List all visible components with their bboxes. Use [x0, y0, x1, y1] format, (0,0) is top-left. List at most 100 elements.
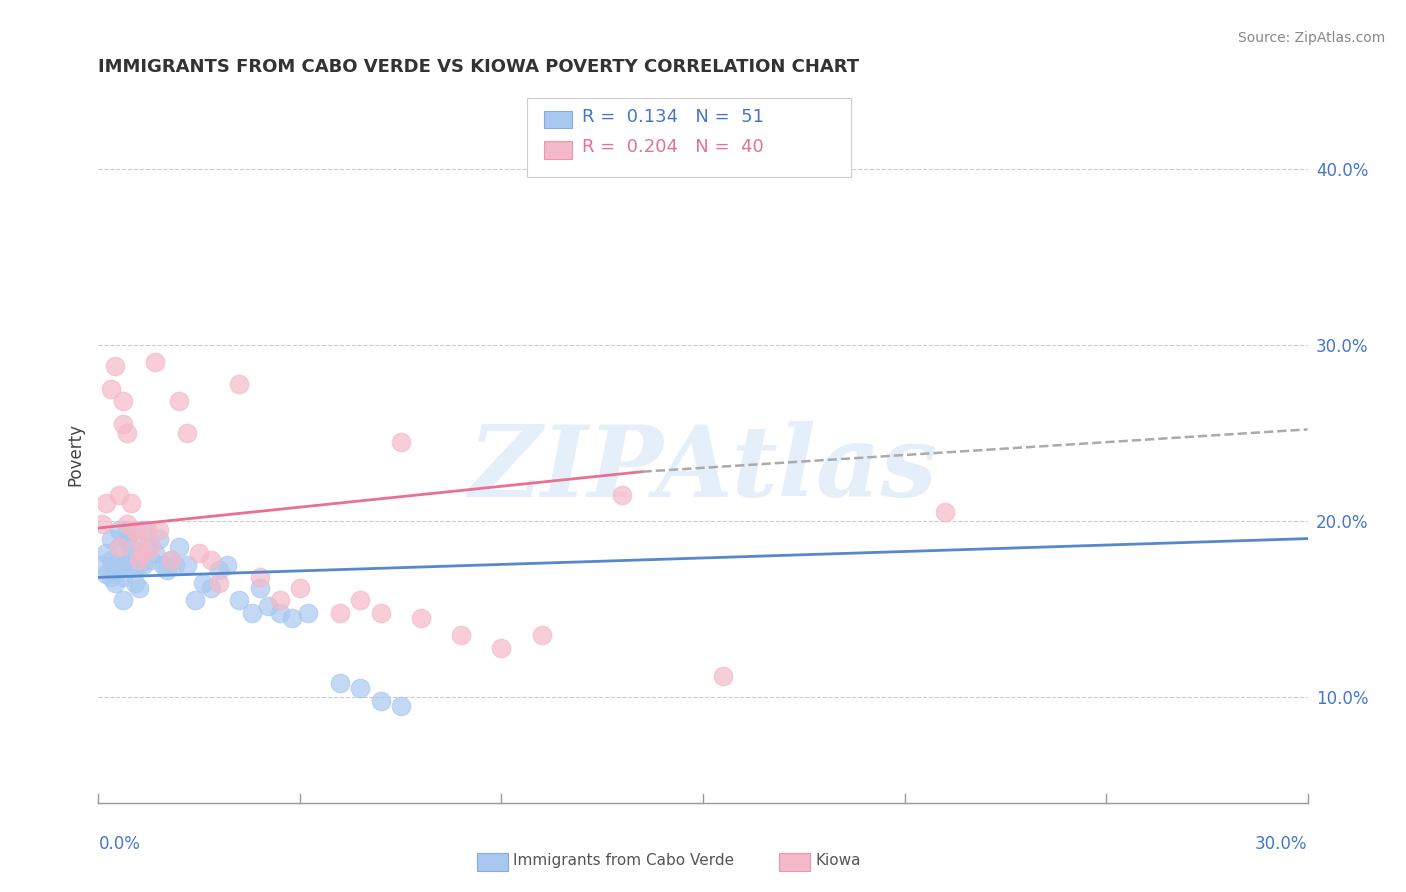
Point [193, 575, 215, 590]
Point [389, 698, 412, 713]
Point [100, 552, 122, 566]
Text: 0.0%: 0.0% [98, 835, 141, 853]
Point [152, 558, 174, 572]
Point [167, 394, 190, 409]
Point [530, 628, 553, 642]
Point [100, 532, 122, 546]
Point [208, 575, 231, 590]
Text: Kiowa: Kiowa [815, 854, 860, 868]
Point [107, 523, 129, 537]
Text: Source: ZipAtlas.com: Source: ZipAtlas.com [1237, 31, 1385, 45]
Point [128, 558, 150, 572]
Point [115, 425, 138, 440]
Point [711, 669, 734, 683]
Point [128, 581, 150, 595]
Point [200, 552, 222, 566]
Point [240, 606, 263, 620]
Point [297, 606, 319, 620]
Point [128, 535, 150, 549]
Point [163, 558, 186, 572]
Point [135, 541, 157, 555]
Point [176, 558, 198, 572]
Text: Immigrants from Cabo Verde: Immigrants from Cabo Verde [513, 854, 734, 868]
Point [124, 523, 146, 537]
Point [228, 376, 250, 391]
Point [124, 575, 146, 590]
Point [107, 541, 129, 555]
Point [128, 552, 150, 566]
Point [160, 552, 183, 566]
Point [612, 487, 634, 501]
Point [184, 593, 207, 607]
Point [103, 575, 125, 590]
Point [143, 546, 166, 560]
Point [281, 611, 304, 625]
Point [349, 593, 371, 607]
Point [256, 599, 278, 613]
Point [329, 606, 352, 620]
Point [156, 563, 179, 577]
Point [148, 532, 170, 546]
Point [132, 546, 155, 560]
Y-axis label: Poverty: Poverty [66, 424, 84, 486]
Point [111, 570, 134, 584]
Point [115, 532, 138, 546]
Point [370, 606, 392, 620]
Point [349, 681, 371, 696]
Point [208, 563, 231, 577]
Point [450, 628, 472, 642]
Point [91, 558, 114, 572]
Point [269, 593, 291, 607]
Point [120, 541, 142, 555]
Point [100, 570, 122, 584]
Point [139, 541, 162, 555]
Point [167, 541, 190, 555]
Point [188, 546, 211, 560]
Point [107, 541, 129, 555]
Text: R =  0.134   N =  51: R = 0.134 N = 51 [582, 108, 763, 126]
Text: 30.0%: 30.0% [1256, 835, 1308, 853]
Point [934, 505, 956, 519]
Point [148, 523, 170, 537]
Point [200, 581, 222, 595]
Point [111, 417, 134, 431]
Point [96, 546, 118, 560]
Point [115, 558, 138, 572]
Text: IMMIGRANTS FROM CABO VERDE VS KIOWA POVERTY CORRELATION CHART: IMMIGRANTS FROM CABO VERDE VS KIOWA POVE… [98, 58, 859, 76]
Point [115, 517, 138, 532]
Point [132, 558, 155, 572]
Point [491, 640, 513, 655]
Point [124, 558, 146, 572]
Point [288, 581, 311, 595]
Point [103, 558, 125, 572]
Point [120, 496, 142, 510]
Point [249, 570, 271, 584]
Point [103, 359, 125, 373]
Point [249, 581, 271, 595]
Point [107, 487, 129, 501]
Point [139, 552, 162, 566]
Point [370, 693, 392, 707]
Point [389, 434, 412, 449]
Point [115, 523, 138, 537]
Point [100, 382, 122, 396]
Point [103, 563, 125, 577]
Point [143, 355, 166, 369]
Point [132, 523, 155, 537]
Point [160, 552, 183, 566]
Text: ZIPAtlas: ZIPAtlas [468, 421, 938, 517]
Point [176, 425, 198, 440]
Point [269, 606, 291, 620]
Point [96, 566, 118, 581]
Text: R =  0.204   N =  40: R = 0.204 N = 40 [582, 138, 763, 156]
Point [111, 558, 134, 572]
Point [111, 394, 134, 409]
Point [217, 558, 239, 572]
Point [409, 611, 432, 625]
Point [329, 676, 352, 690]
Point [228, 593, 250, 607]
Point [91, 517, 114, 532]
Point [120, 549, 142, 564]
Point [96, 496, 118, 510]
Point [135, 523, 157, 537]
